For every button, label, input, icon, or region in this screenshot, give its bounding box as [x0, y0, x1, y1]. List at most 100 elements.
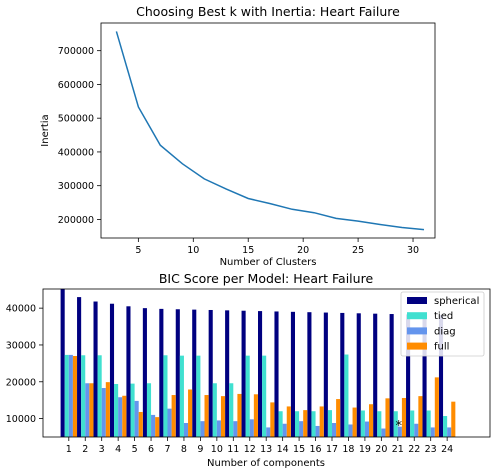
- bic-x-tick-label: 13: [260, 444, 272, 455]
- inertia-x-tick-label: 25: [352, 245, 364, 256]
- bic-x-tick-label: 19: [359, 444, 371, 455]
- bar-full-18: [352, 407, 357, 437]
- bic-y-tick-label: 40000: [6, 304, 36, 315]
- bar-tied-3: [97, 355, 102, 437]
- bar-spherical-16: [307, 312, 312, 437]
- bar-full-19: [369, 404, 374, 437]
- bar-full-13: [270, 402, 275, 437]
- bic-y-tick-label: 10000: [6, 414, 36, 425]
- bar-diag-23: [430, 427, 435, 437]
- bic-x-tick-label: 10: [211, 444, 223, 455]
- bar-tied-1: [64, 354, 69, 437]
- bar-full-4: [122, 395, 127, 437]
- legend-label-diag: diag: [434, 326, 456, 337]
- bar-spherical-18: [340, 312, 345, 437]
- bar-full-12: [253, 394, 258, 437]
- bar-tied-10: [212, 383, 217, 437]
- bar-full-20: [385, 398, 390, 437]
- bic-x-tick-label: 5: [132, 444, 138, 455]
- bic-x-label: Number of components: [207, 458, 325, 469]
- inertia-line: [115, 31, 425, 231]
- bar-spherical-24: [438, 315, 444, 437]
- bic-x-tick-label: 12: [244, 444, 256, 455]
- bic-x-ticks: 1 2 3 4 5 6 7 8 9 10 11 12 13 14 15 16 17 18 19 20 21 22 23 24: [66, 437, 453, 455]
- bar-tied-24: [443, 416, 448, 437]
- bar-spherical-9: [192, 309, 197, 437]
- bar-tied-12: [245, 355, 250, 437]
- inertia-y-label: Inertia: [40, 114, 51, 146]
- bar-tied-8: [179, 355, 184, 437]
- bar-full-7: [171, 395, 176, 437]
- inertia-x-tick-label: 10: [187, 245, 199, 256]
- inertia-y-tick-label: 400000: [58, 147, 94, 158]
- inertia-plot-frame: [100, 22, 436, 239]
- bar-spherical-22: [406, 314, 411, 437]
- bic-x-tick-label: 8: [181, 444, 187, 455]
- bar-diag-19: [364, 421, 369, 437]
- bar-full-2: [89, 383, 94, 437]
- bar-spherical-2: [77, 297, 82, 437]
- bar-diag-21: [397, 426, 402, 437]
- bic-plot-frame: [42, 288, 491, 438]
- bar-diag-14: [282, 423, 287, 437]
- bic-x-tick-label: 1: [66, 444, 72, 455]
- bar-diag-17: [332, 423, 337, 437]
- bar-spherical-21: [389, 314, 394, 437]
- bar-full-23: [434, 377, 439, 437]
- inertia-y-tick-label: 700000: [58, 46, 94, 57]
- bar-tied-7: [163, 355, 168, 437]
- bar-diag-7: [167, 408, 172, 437]
- bar-diag-16: [315, 425, 320, 437]
- bar-diag-18: [348, 424, 353, 437]
- bic-chart-title: BIC Score per Model: Heart Failure: [159, 271, 374, 286]
- legend-swatch-tied: [407, 312, 427, 320]
- bar-spherical-17: [323, 312, 328, 437]
- bar-spherical-6: [142, 308, 147, 437]
- bar-tied-15: [295, 411, 300, 437]
- bar-diag-20: [381, 428, 386, 437]
- bar-spherical-3: [93, 301, 98, 437]
- bar-full-22: [418, 396, 423, 437]
- bic-x-tick-label: 6: [148, 444, 154, 455]
- bar-spherical-14: [274, 311, 279, 437]
- bar-diag-24: [447, 427, 452, 437]
- inertia-x-label: Number of Clusters: [220, 257, 317, 268]
- bar-tied-17: [327, 410, 332, 437]
- bar-tied-21: [393, 411, 398, 437]
- legend-swatch-full: [407, 342, 427, 350]
- bic-x-tick-label: 23: [425, 444, 437, 455]
- bic-x-tick-label: 22: [408, 444, 420, 455]
- bar-diag-9: [200, 421, 205, 437]
- bar-diag-11: [233, 421, 238, 437]
- bar-spherical-13: [258, 311, 263, 437]
- bar-tied-19: [360, 410, 365, 437]
- legend-box: [400, 291, 485, 357]
- bic-x-tick-label: 21: [392, 444, 404, 455]
- bar-full-24: [451, 401, 456, 437]
- bar-diag-2: [85, 383, 90, 437]
- bar-spherical-15: [290, 311, 295, 437]
- bar-tied-18: [344, 354, 349, 437]
- bar-tied-13: [262, 355, 267, 437]
- bar-tied-22: [410, 410, 415, 437]
- bar-tied-2: [81, 355, 86, 437]
- bar-tied-5: [130, 383, 135, 437]
- bic-y-tick-label: 30000: [6, 340, 36, 351]
- bar-spherical-20: [373, 313, 378, 437]
- bar-diag-13: [266, 427, 271, 437]
- legend-swatch-spherical: [407, 297, 427, 304]
- bar-spherical-1: [60, 289, 65, 437]
- bic-x-tick-label: 4: [115, 444, 121, 455]
- bar-diag-12: [249, 419, 254, 437]
- bic-y-ticks: 10000 20000 30000 40000: [6, 304, 43, 425]
- bar-spherical-8: [175, 309, 180, 437]
- bar-diag-15: [299, 421, 304, 437]
- bar-full-17: [336, 399, 341, 437]
- inertia-chart: Choosing Best k with Inertia: Heart Fail…: [40, 4, 436, 268]
- bar-diag-5: [134, 400, 139, 437]
- bar-full-1: [72, 356, 77, 437]
- bic-x-tick-label: 9: [197, 444, 203, 455]
- bar-diag-8: [183, 423, 189, 437]
- bic-x-tick-label: 24: [441, 444, 453, 455]
